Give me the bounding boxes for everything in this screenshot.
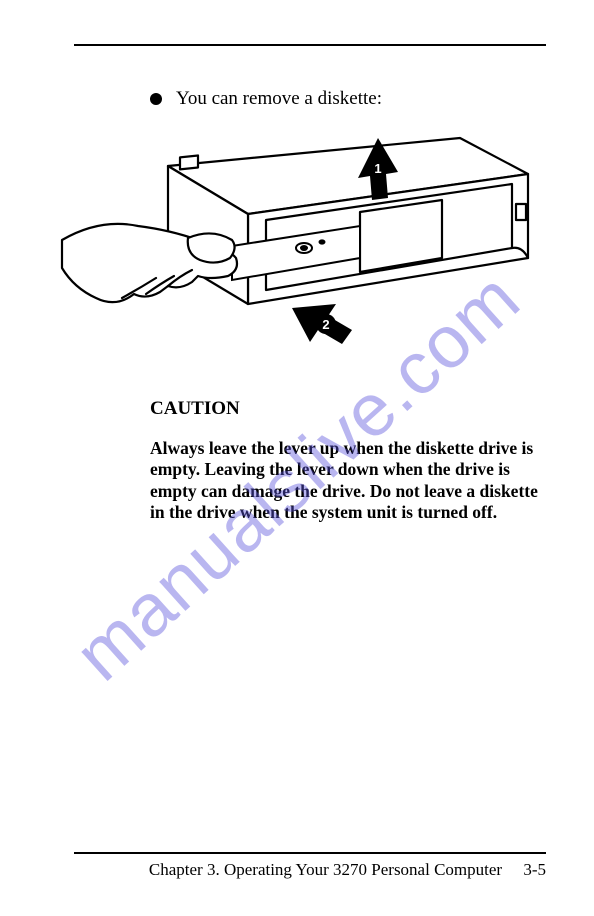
top-rule [74, 44, 546, 46]
page-footer: Chapter 3. Operating Your 3270 Personal … [149, 860, 546, 880]
caution-heading: CAUTION [150, 398, 544, 420]
bullet-line: You can remove a diskette: [150, 88, 382, 110]
diskette-removal-figure: 1 2 [60, 108, 540, 368]
manual-page: You can remove a diskette: [0, 0, 594, 916]
diskette-drive-illustration-icon: 1 2 [60, 108, 540, 368]
caution-body: Always leave the lever up when the diske… [150, 438, 544, 523]
footer-chapter: Chapter 3. Operating Your 3270 Personal … [149, 860, 502, 879]
bottom-rule [74, 852, 546, 854]
caution-block: CAUTION Always leave the lever up when t… [150, 398, 544, 523]
footer-page-number: 3-5 [523, 860, 546, 879]
bullet-dot-icon [150, 93, 162, 105]
step-1-badge: 1 [374, 161, 381, 176]
bullet-text: You can remove a diskette: [176, 88, 382, 110]
step-2-badge: 2 [322, 317, 329, 332]
